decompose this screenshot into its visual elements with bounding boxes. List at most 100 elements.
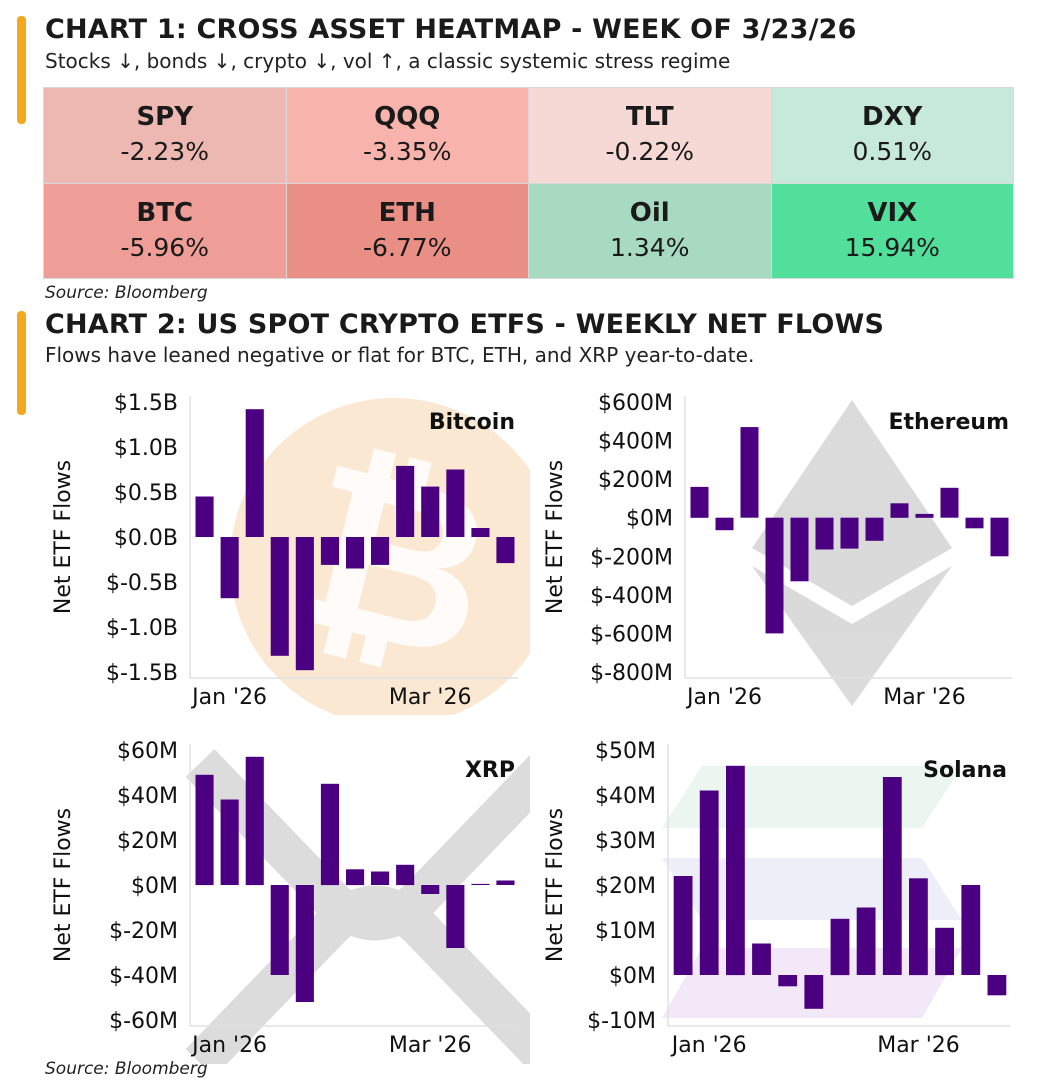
bar bbox=[830, 918, 850, 976]
x-tick-label: Jan '26 bbox=[190, 685, 267, 710]
bar bbox=[815, 517, 834, 550]
bitcoin-flows-chart: ₿ $1.5B$1.0B$0.5B$0.0B$-0.5B$-1.0B$-1.5B… bbox=[51, 391, 530, 715]
y-tick-label: $30M bbox=[595, 829, 656, 854]
chart1-source: Source: Bloomberg bbox=[45, 283, 208, 303]
y-tick-label: $-600M bbox=[590, 622, 673, 647]
y-tick-label: $-400M bbox=[590, 584, 673, 609]
x-tick-label: Jan '26 bbox=[670, 1033, 747, 1058]
heatmap-cell: DXY 0.51% bbox=[771, 88, 1013, 183]
y-tick-label: $10M bbox=[595, 919, 656, 944]
heatmap-cell-label: VIX bbox=[867, 197, 918, 228]
bar bbox=[396, 864, 415, 886]
y-tick-label: $40M bbox=[117, 784, 178, 809]
x-tick-label: Jan '26 bbox=[685, 685, 762, 710]
bar bbox=[765, 517, 784, 634]
y-tick-label: $0M bbox=[626, 507, 673, 532]
bar bbox=[740, 427, 759, 518]
bar bbox=[195, 496, 214, 537]
chart2-title: CHART 2: US SPOT CRYPTO ETFS - WEEKLY NE… bbox=[45, 309, 885, 340]
chart-series-label: Solana bbox=[923, 758, 1007, 783]
heatmap-cell-label: QQQ bbox=[374, 102, 441, 133]
y-tick-label: $-1.5B bbox=[106, 661, 178, 686]
bar bbox=[752, 943, 771, 975]
y-tick-label: $-60M bbox=[109, 1009, 178, 1034]
heatmap-cell: ETH -6.77% bbox=[286, 183, 528, 278]
y-tick-label: $600M bbox=[598, 391, 673, 416]
bar bbox=[865, 517, 884, 541]
x-tick-label: Mar '26 bbox=[877, 1033, 960, 1058]
bar bbox=[496, 880, 515, 885]
bar bbox=[726, 765, 745, 976]
xrp-watermark-icon bbox=[185, 749, 530, 1064]
ethereum-flows-chart: $600M $400M $200M $0M $-200M $-400M $-600M $-80… bbox=[543, 391, 1012, 710]
bar bbox=[496, 537, 515, 564]
bar bbox=[690, 486, 709, 518]
bar bbox=[320, 783, 339, 886]
y-tick-label: $1.5B bbox=[114, 391, 178, 416]
heatmap-cell-label: DXY bbox=[862, 102, 923, 133]
y-tick-label: $-200M bbox=[590, 545, 673, 570]
bar bbox=[195, 774, 214, 886]
bar bbox=[961, 885, 981, 975]
bar bbox=[220, 537, 239, 599]
chart-series-label: XRP bbox=[465, 758, 515, 783]
y-tick-label: $200M bbox=[598, 468, 673, 493]
bar bbox=[673, 876, 693, 975]
bar bbox=[890, 503, 909, 518]
y-tick-label: $-800M bbox=[590, 661, 673, 686]
bar bbox=[915, 513, 934, 518]
heatmap-cell: VIX 15.94% bbox=[771, 183, 1013, 278]
bar bbox=[371, 871, 390, 885]
bar bbox=[471, 883, 490, 885]
bar bbox=[990, 517, 1009, 557]
y-tick-label: $20M bbox=[117, 829, 178, 854]
bar bbox=[220, 799, 239, 885]
bar bbox=[270, 885, 289, 975]
bar bbox=[295, 537, 314, 671]
bar bbox=[245, 756, 264, 886]
x-tick-label: Mar '26 bbox=[389, 685, 472, 710]
bar bbox=[856, 907, 876, 975]
heatmap-cell-value: 1.34% bbox=[610, 232, 690, 262]
heatmap-cell-value: 15.94% bbox=[844, 232, 940, 262]
bar bbox=[940, 487, 959, 518]
y-axis-label: Net ETF Flows bbox=[51, 460, 76, 614]
heatmap-cell-label: TLT bbox=[625, 102, 674, 133]
bar bbox=[421, 486, 440, 537]
heatmap-cell: Oil 1.34% bbox=[529, 183, 771, 278]
heatmap-cell-label: ETH bbox=[378, 197, 436, 228]
y-tick-label: $50M bbox=[595, 739, 656, 764]
y-tick-label: $400M bbox=[598, 430, 673, 455]
bar bbox=[396, 465, 415, 537]
chart-series-label: Bitcoin bbox=[429, 410, 515, 435]
heatmap-cell: QQQ -3.35% bbox=[286, 88, 528, 183]
bar bbox=[371, 537, 390, 565]
heatmap-cell-value: -3.35% bbox=[363, 137, 452, 167]
y-axis-label: Net ETF Flows bbox=[543, 460, 568, 614]
heatmap-cell-value: 0.51% bbox=[852, 137, 932, 167]
bar bbox=[270, 537, 289, 656]
bar bbox=[346, 869, 365, 886]
y-tick-label: $-1.0B bbox=[106, 616, 178, 641]
x-tick-label: Mar '26 bbox=[883, 685, 966, 710]
chart1-subtitle: Stocks ↓, bonds ↓, crypto ↓, vol ↑, a cl… bbox=[45, 49, 731, 73]
bar bbox=[421, 885, 440, 894]
bar bbox=[909, 878, 928, 976]
bar bbox=[778, 975, 798, 987]
heatmap-cell: SPY -2.23% bbox=[44, 88, 286, 183]
bar bbox=[295, 885, 314, 1002]
heatmap-cell-value: -6.77% bbox=[363, 232, 452, 262]
y-tick-label: $40M bbox=[595, 784, 656, 809]
chart-series-label: Ethereum bbox=[889, 410, 1009, 435]
y-axis-label: Net ETF Flows bbox=[543, 808, 568, 962]
bar bbox=[935, 927, 954, 976]
chart2-accent-bar bbox=[17, 311, 26, 415]
y-tick-label: $0M bbox=[131, 874, 178, 899]
y-tick-label: $-0.5B bbox=[106, 571, 178, 596]
heatmap-cell-value: -5.96% bbox=[120, 232, 209, 262]
bar bbox=[471, 528, 490, 537]
chart1-title: CHART 1: CROSS ASSET HEATMAP - WEEK OF 3… bbox=[45, 14, 857, 45]
y-tick-label: $60M bbox=[117, 739, 178, 764]
chart2-subtitle: Flows have leaned negative or flat for B… bbox=[45, 343, 755, 367]
y-tick-label: $0.5B bbox=[114, 481, 178, 506]
